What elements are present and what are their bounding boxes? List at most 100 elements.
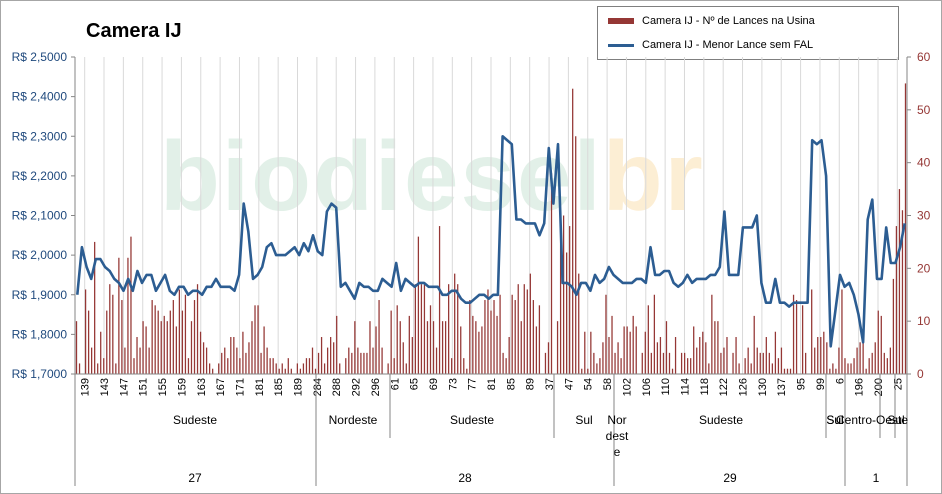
region-label: Nor <box>607 413 626 427</box>
bar <box>354 321 356 374</box>
bar <box>856 347 858 374</box>
bar <box>305 358 308 374</box>
bar <box>124 347 126 374</box>
bar <box>181 310 184 374</box>
x-tick-label: 163 <box>196 378 208 396</box>
bar <box>224 347 226 374</box>
month-labels: 27 28 29 1 <box>188 438 880 486</box>
bar <box>578 273 580 374</box>
x-tick-label: 185 <box>273 378 285 396</box>
bar <box>484 300 486 374</box>
x-tick-label: 114 <box>679 378 691 396</box>
bar <box>275 363 277 374</box>
bar <box>714 321 716 374</box>
bar <box>895 226 898 374</box>
bar <box>505 358 507 374</box>
bar <box>765 337 767 374</box>
bar <box>245 352 247 374</box>
bar <box>614 352 616 374</box>
bar <box>284 368 286 374</box>
x-tick-label: 159 <box>176 378 188 396</box>
bar <box>865 368 867 374</box>
bar <box>559 226 562 374</box>
bar <box>375 326 377 374</box>
bar <box>838 347 840 374</box>
bar <box>835 368 837 374</box>
bar <box>457 284 459 374</box>
bar <box>148 347 150 374</box>
region-label: Sul <box>887 413 904 427</box>
bar <box>236 347 238 374</box>
x-tick-label: 47 <box>563 378 575 390</box>
x-tick-label: 288 <box>331 378 343 396</box>
x-tick-label: 25 <box>892 378 904 390</box>
bar <box>366 352 368 374</box>
bar <box>659 337 662 374</box>
bar <box>466 368 468 374</box>
bar <box>771 363 774 374</box>
bar <box>242 331 244 374</box>
bar <box>175 326 177 374</box>
region-label: Sudeste <box>699 413 743 427</box>
bar <box>178 289 181 374</box>
bar <box>460 326 462 374</box>
bar <box>339 363 341 374</box>
bar <box>529 273 531 374</box>
bar <box>562 215 565 374</box>
bar <box>75 321 78 374</box>
bar <box>435 347 438 374</box>
region-label: Sul <box>826 413 843 427</box>
bar <box>587 368 589 374</box>
bar <box>438 226 441 374</box>
bar <box>566 252 568 374</box>
bar <box>889 347 891 374</box>
region-labels: Sudeste Nordeste Sudeste Sul NordesteSudeste… <box>74 374 908 486</box>
bar <box>853 358 855 374</box>
bar <box>880 315 882 374</box>
bar <box>774 331 777 374</box>
x-tick-label: 65 <box>409 378 421 390</box>
bar <box>572 88 574 374</box>
bar <box>547 342 550 374</box>
bar <box>278 368 280 374</box>
x-tick-label: 73 <box>447 378 459 390</box>
bar <box>166 321 168 374</box>
bar <box>320 337 323 374</box>
bar <box>820 337 822 374</box>
bar <box>378 300 380 374</box>
bar <box>190 321 193 374</box>
bar <box>91 347 93 374</box>
bar <box>333 342 335 374</box>
bar <box>118 257 120 374</box>
y-left-tick-label: R$ 2,4000 <box>12 90 68 104</box>
bar <box>671 368 674 374</box>
bar <box>308 358 311 374</box>
region-label: Sul <box>826 413 843 427</box>
bar <box>417 236 420 374</box>
bar <box>499 294 501 374</box>
bar <box>151 300 153 374</box>
bar <box>296 363 299 374</box>
bar <box>251 321 253 374</box>
legend-label-line: Camera IJ - Menor Lance sem FAL <box>642 39 814 51</box>
x-tick-label: 130 <box>757 378 769 396</box>
bar <box>103 358 105 374</box>
bar <box>886 358 888 374</box>
bar <box>257 305 259 374</box>
bar <box>408 315 410 374</box>
gridlines <box>84 57 898 374</box>
bar <box>569 226 571 374</box>
bar <box>97 363 99 374</box>
legend: Camera IJ - Nº de Lances na Usina Camera… <box>597 6 899 60</box>
bar <box>139 347 141 374</box>
bar <box>357 347 359 374</box>
bar <box>756 347 758 374</box>
bar <box>762 352 764 374</box>
x-tick-label: 139 <box>80 378 92 396</box>
bar <box>780 347 783 374</box>
bar <box>859 342 861 374</box>
bar <box>683 352 686 374</box>
bar <box>221 352 223 374</box>
bar <box>448 284 450 374</box>
bar <box>753 315 755 374</box>
